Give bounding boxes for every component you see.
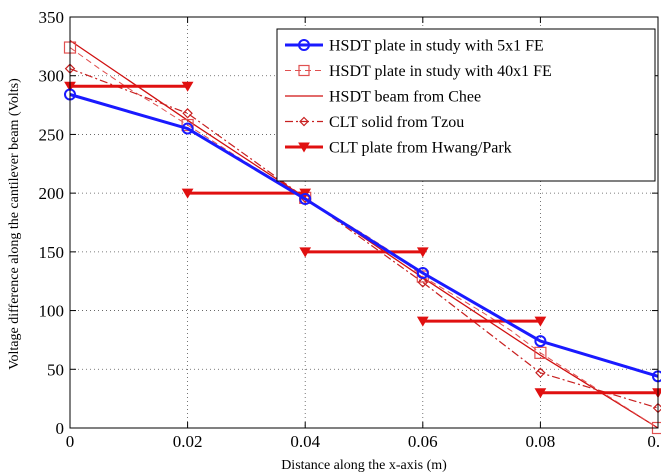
legend-marker: [298, 39, 310, 51]
x-tick-label: 0.06: [408, 432, 438, 451]
y-tick-label: 300: [39, 67, 65, 86]
x-tick-label: 0.02: [173, 432, 203, 451]
series-marker: [182, 108, 193, 119]
series-marker: [181, 81, 194, 92]
legend-label: HSDT beam from Chee: [329, 89, 481, 106]
series-marker: [299, 247, 312, 258]
series-line: [69, 68, 659, 409]
legend-box: [276, 28, 656, 182]
legend-marker: [298, 64, 310, 77]
y-tick-label: 250: [39, 125, 65, 144]
legend-label: HSDT plate in study with 5x1 FE: [329, 38, 544, 55]
series-marker: [534, 335, 547, 348]
y-tick-label: 350: [39, 8, 65, 27]
series-line: [69, 47, 659, 429]
series-marker: [181, 118, 194, 132]
x-axis-label: Distance along the x-axis (m): [281, 458, 447, 473]
series-line: [69, 93, 659, 378]
y-tick-label: 100: [39, 302, 65, 321]
x-tick-label: 0: [66, 432, 75, 451]
legend-marker: [299, 116, 309, 127]
y-tick-label: 150: [39, 243, 65, 262]
y-tick-label: 200: [39, 184, 65, 203]
series-marker: [181, 122, 194, 135]
y-tick-label: 50: [47, 360, 64, 379]
y-axis-label: Voltage difference along the cantilever …: [7, 78, 22, 370]
series-4: [64, 81, 661, 399]
x-tick-label: 0.04: [290, 432, 320, 451]
legend-label: CLT plate from Hwang/Park: [329, 140, 512, 157]
legend-label: CLT solid from Tzou: [329, 114, 464, 131]
series-marker: [534, 346, 547, 359]
legend-marker: [298, 142, 310, 153]
axis-ticks: 0 0.02 0.04 0.06 0.08 0.1 0 50 100 150 200 250 300 35…: [39, 8, 661, 451]
series-marker: [534, 388, 547, 399]
series-marker: [417, 277, 429, 288]
series-marker: [299, 193, 312, 206]
legend: HSDT plate in study with 5x1 FE HSDT plat…: [276, 28, 656, 182]
series-marker: [416, 266, 429, 279]
x-tick-label: 0.08: [526, 432, 556, 451]
x-tick-label: 0.1: [647, 432, 661, 451]
series-marker: [416, 247, 429, 258]
plot-frame: [69, 16, 659, 429]
series-marker: [181, 188, 194, 199]
series-marker: [535, 367, 546, 379]
legend-label: HSDT plate in study with 40x1 FE: [329, 63, 552, 80]
series-marker: [534, 316, 547, 327]
y-tick-label: 0: [56, 419, 65, 438]
series-marker: [416, 316, 429, 327]
